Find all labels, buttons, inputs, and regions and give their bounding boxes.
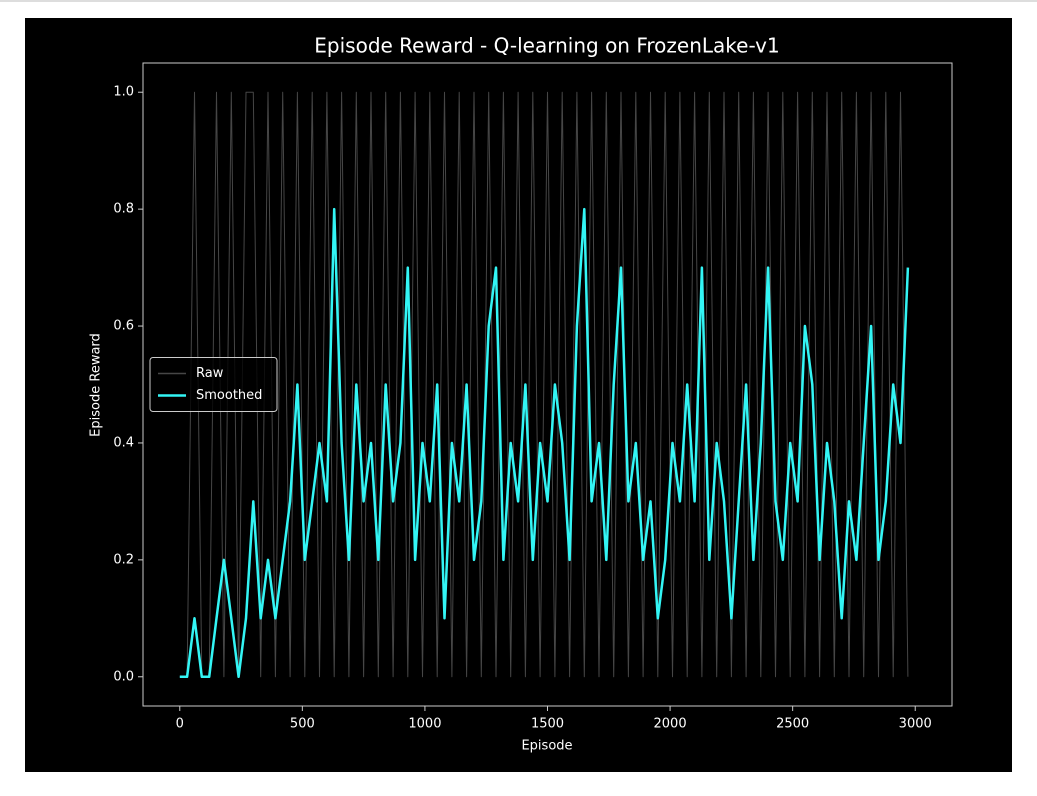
y-axis-label: Episode Reward [89,333,104,437]
x-tick-label: 1500 [531,717,564,732]
series-line [179,91,909,678]
x-tick-label: 2000 [654,717,687,732]
legend-label: Raw [196,366,224,381]
y-tick-label: 0.6 [113,319,134,334]
x-tick-label: 2500 [776,717,809,732]
top-border [0,0,1037,2]
y-tick-label: 1.0 [113,85,134,100]
x-tick-label: 0 [176,717,184,732]
y-tick-label: 0.4 [113,435,134,450]
x-axis-label: Episode [521,739,572,754]
x-tick-label: 500 [290,717,315,732]
y-tick-label: 0.2 [113,552,134,567]
chart-title: Episode Reward - Q-learning on FrozenLak… [314,34,779,58]
x-tick-label: 1000 [408,717,441,732]
legend-box [149,357,278,412]
series-line [179,207,910,679]
legend: Raw Smoothed [149,357,278,412]
y-tick-label: 0.0 [113,669,134,684]
x-tick-label: 3000 [899,717,932,732]
axes-frame [142,62,953,707]
legend-label: Smoothed [196,388,262,403]
y-tick-label: 0.8 [113,202,134,217]
